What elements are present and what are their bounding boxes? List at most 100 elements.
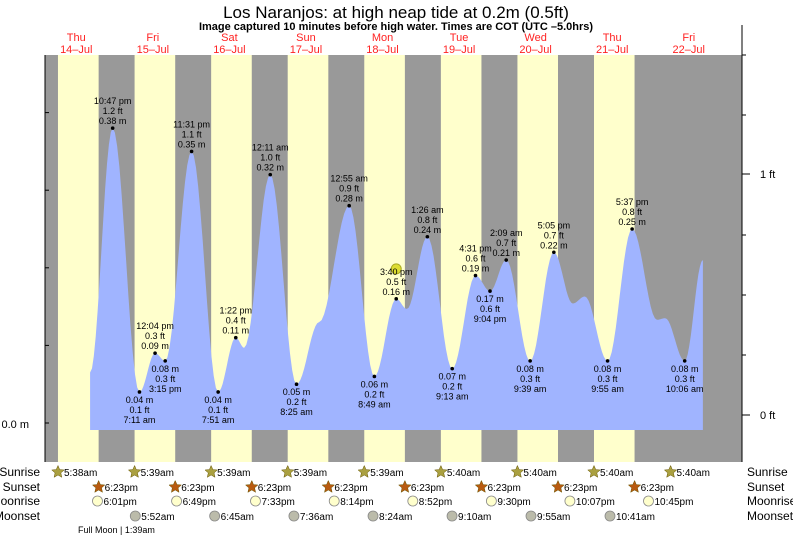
extreme-point	[294, 382, 299, 387]
sunrise-icon	[663, 464, 678, 478]
extreme-point	[450, 366, 455, 371]
extreme-m: 0.07 m	[438, 372, 466, 382]
moonrise-icon	[250, 495, 261, 507]
extreme-point	[605, 359, 610, 363]
sunrise-icon	[587, 464, 601, 478]
sunrise-icon	[357, 464, 372, 478]
extreme-time: 12:04 pm	[136, 321, 174, 331]
moonset-icon	[129, 510, 141, 522]
sunset-icon	[168, 479, 183, 493]
extreme-time: 7:51 am	[202, 415, 235, 425]
sunrise-time: 5:40am	[523, 468, 556, 479]
sunset-time: 6:23pm	[181, 483, 214, 494]
moonset-time: 9:55am	[537, 512, 570, 523]
extreme-m: 0.38 m	[99, 116, 127, 126]
sunset-time: 6:23pm	[641, 483, 674, 494]
extreme-time: 5:37 pm	[616, 197, 649, 207]
extreme-m: 0.08 m	[671, 364, 699, 374]
moonset-time: 8:24am	[379, 512, 412, 523]
extreme-m: 0.17 m	[476, 294, 504, 304]
extreme-ft: 1.2 ft	[103, 106, 124, 116]
extreme-point	[528, 359, 532, 363]
extreme-ft: 0.2 ft	[364, 389, 385, 399]
day-label-date: 22–Jul	[673, 44, 705, 56]
day-label-dow: Mon	[372, 32, 393, 44]
extreme-point	[137, 390, 142, 394]
moonrise-icon	[564, 495, 576, 507]
day-label-dow: Sat	[221, 32, 238, 44]
sunset-time: 6:23pm	[411, 483, 444, 494]
row-label-sunset: Sunset	[3, 480, 41, 494]
tide-area	[90, 128, 703, 430]
current-time-marker	[390, 263, 402, 275]
extreme-point	[504, 258, 509, 262]
moonrise-time: 10:07pm	[576, 497, 615, 508]
extreme-point	[233, 335, 238, 340]
sunrise-icon	[51, 464, 65, 478]
day-label-dow: Thu	[67, 32, 86, 44]
sunset-icon	[551, 479, 565, 493]
extreme-ft: 0.6 ft	[465, 254, 486, 264]
extreme-ft: 0.2 ft	[287, 397, 308, 407]
moonset-icon	[209, 510, 221, 522]
extreme-m: 0.35 m	[178, 139, 206, 149]
row-label-sunset-right: Sunset	[747, 480, 785, 494]
sunrise-icon	[127, 464, 142, 478]
day-label-date: 18–Jul	[366, 44, 398, 56]
sunset-time: 6:23pm	[105, 483, 138, 494]
extreme-point	[268, 172, 273, 177]
extreme-time: 12:11 am	[252, 143, 289, 153]
extreme-point	[189, 149, 194, 154]
extreme-ft: 0.6 ft	[480, 304, 501, 314]
y-right-0ft-label: 0 ft	[760, 410, 775, 422]
moonrise-icon	[328, 495, 340, 507]
extreme-time: 11:31 pm	[173, 119, 210, 129]
day-label-date: 14–Jul	[60, 44, 92, 56]
extreme-ft: 0.8 ft	[622, 207, 643, 217]
extreme-time: 9:13 am	[436, 392, 469, 402]
extreme-m: 0.32 m	[256, 163, 284, 173]
sunset-time: 6:23pm	[258, 483, 291, 494]
extreme-time: 3:40 pm	[380, 267, 413, 277]
sunset-time: 6:23pm	[334, 483, 367, 494]
moonrise-time: 10:45pm	[654, 497, 693, 508]
moonrise-icon	[485, 495, 497, 507]
extreme-m: 0.16 m	[382, 287, 410, 297]
moonset-time: 9:10am	[458, 512, 491, 523]
sunrise-icon	[510, 464, 525, 478]
day-label-date: 20–Jul	[519, 44, 551, 56]
day-label-date: 17–Jul	[290, 44, 322, 56]
y-left-zero-label: 0.0 m	[1, 419, 29, 431]
extreme-m: 0.19 m	[462, 264, 490, 274]
extreme-ft: 0.3 ft	[520, 374, 541, 384]
extreme-time: 3:15 pm	[149, 384, 182, 394]
extreme-point	[163, 359, 168, 363]
day-label-dow: Fri	[146, 32, 159, 44]
extreme-m: 0.28 m	[335, 194, 363, 204]
moonset-time: 7:36am	[300, 512, 333, 523]
extreme-point	[110, 126, 115, 130]
row-label-moonrise: Moonrise	[0, 494, 40, 508]
sunset-icon	[627, 479, 642, 493]
extreme-ft: 1.1 ft	[182, 129, 203, 139]
extreme-point	[216, 390, 220, 394]
sunrise-time: 5:39am	[370, 468, 403, 479]
row-label-moonset-right: Moonset	[747, 509, 793, 523]
extreme-ft: 0.1 ft	[208, 405, 229, 415]
chart-subtitle: Image captured 10 minutes before high wa…	[199, 21, 593, 33]
y-right-1ft-label: 1 ft	[760, 169, 775, 181]
sunrise-time: 5:39am	[141, 468, 174, 479]
extreme-m: 0.04 m	[204, 395, 232, 405]
extreme-ft: 0.2 ft	[442, 382, 463, 392]
day-label-dow: Thu	[603, 32, 622, 44]
day-label-dow: Tue	[450, 32, 469, 44]
extreme-time: 1:26 am	[411, 205, 444, 215]
row-label-sunrise: Sunrise	[0, 465, 40, 479]
moonrise-icon	[643, 495, 654, 507]
moonrise-icon	[407, 495, 419, 507]
day-label-date: 16–Jul	[213, 44, 245, 56]
extreme-point	[552, 250, 556, 255]
extreme-ft: 1.0 ft	[260, 153, 281, 163]
